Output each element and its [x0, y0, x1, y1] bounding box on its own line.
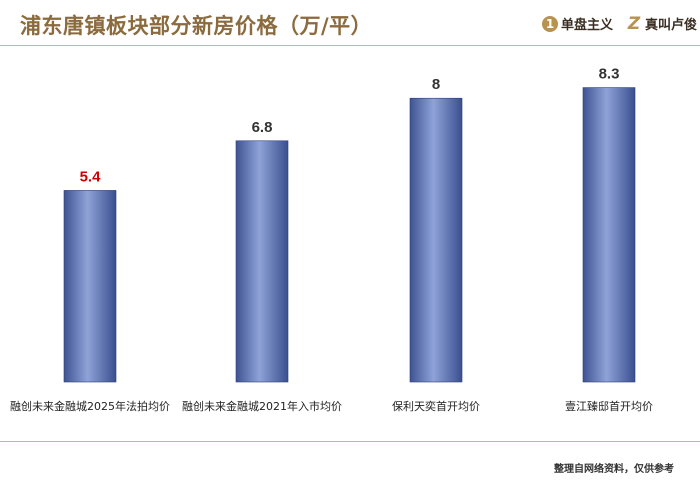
bar-4	[582, 87, 636, 383]
category-label-4: 壹江臻邸首开均价	[565, 399, 653, 413]
header-divider	[0, 45, 700, 46]
data-label-3: 8	[432, 76, 440, 93]
category-label-1: 融创未来金融城2025年法拍均价	[10, 399, 170, 413]
data-label-4: 8.3	[599, 66, 620, 83]
bar-1	[63, 190, 117, 383]
data-label-1: 5.4	[80, 168, 102, 185]
bar-3	[409, 97, 463, 383]
brand-dan-pan-zhu-yi: 1 单盘主义	[542, 14, 613, 33]
brand-label: 单盘主义	[561, 18, 614, 33]
number-one-icon: 1	[542, 15, 558, 32]
brand-label: 真叫卢俊	[645, 18, 698, 33]
data-label-2: 6.8	[252, 119, 273, 136]
category-label-3: 保利天奕首开均价	[392, 399, 480, 413]
bar-2	[235, 140, 289, 383]
page-title: 浦东唐镇板块部分新房价格（万/平）	[20, 13, 373, 38]
letter-z-icon: Z	[627, 13, 641, 34]
brand-zhen-jiao-lu-jun: Z 真叫卢俊	[626, 13, 698, 34]
category-label-2: 融创未来金融城2021年入市均价	[182, 399, 342, 413]
footer-divider	[0, 441, 700, 442]
bar-chart: 5.4 融创未来金融城2025年法拍均价 6.8 融创未来金融城2021年入市均价 8 保…	[10, 66, 653, 413]
footnote: 整理自网络资料，仅供参考	[554, 464, 674, 475]
